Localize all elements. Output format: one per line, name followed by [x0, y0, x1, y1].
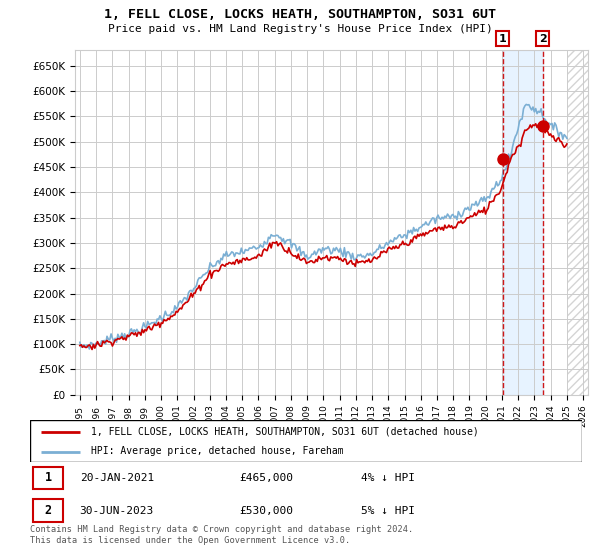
Text: 1, FELL CLOSE, LOCKS HEATH, SOUTHAMPTON, SO31 6UT: 1, FELL CLOSE, LOCKS HEATH, SOUTHAMPTON,…: [104, 8, 496, 21]
Text: Contains HM Land Registry data © Crown copyright and database right 2024.
This d: Contains HM Land Registry data © Crown c…: [30, 525, 413, 545]
Text: 4% ↓ HPI: 4% ↓ HPI: [361, 473, 415, 483]
Text: 5% ↓ HPI: 5% ↓ HPI: [361, 506, 415, 516]
Text: 20-JAN-2021: 20-JAN-2021: [80, 473, 154, 483]
Text: 2: 2: [44, 504, 52, 517]
Text: £465,000: £465,000: [240, 473, 294, 483]
FancyBboxPatch shape: [33, 466, 63, 489]
FancyBboxPatch shape: [33, 500, 63, 522]
Text: £530,000: £530,000: [240, 506, 294, 516]
Text: 30-JUN-2023: 30-JUN-2023: [80, 506, 154, 516]
Text: 1: 1: [499, 34, 506, 44]
Text: 1, FELL CLOSE, LOCKS HEATH, SOUTHAMPTON, SO31 6UT (detached house): 1, FELL CLOSE, LOCKS HEATH, SOUTHAMPTON,…: [91, 427, 478, 437]
Text: HPI: Average price, detached house, Fareham: HPI: Average price, detached house, Fare…: [91, 446, 343, 456]
Bar: [503, 50, 542, 395]
Text: 1: 1: [44, 471, 52, 484]
Text: 2: 2: [539, 34, 547, 44]
Text: Price paid vs. HM Land Registry's House Price Index (HPI): Price paid vs. HM Land Registry's House …: [107, 24, 493, 34]
